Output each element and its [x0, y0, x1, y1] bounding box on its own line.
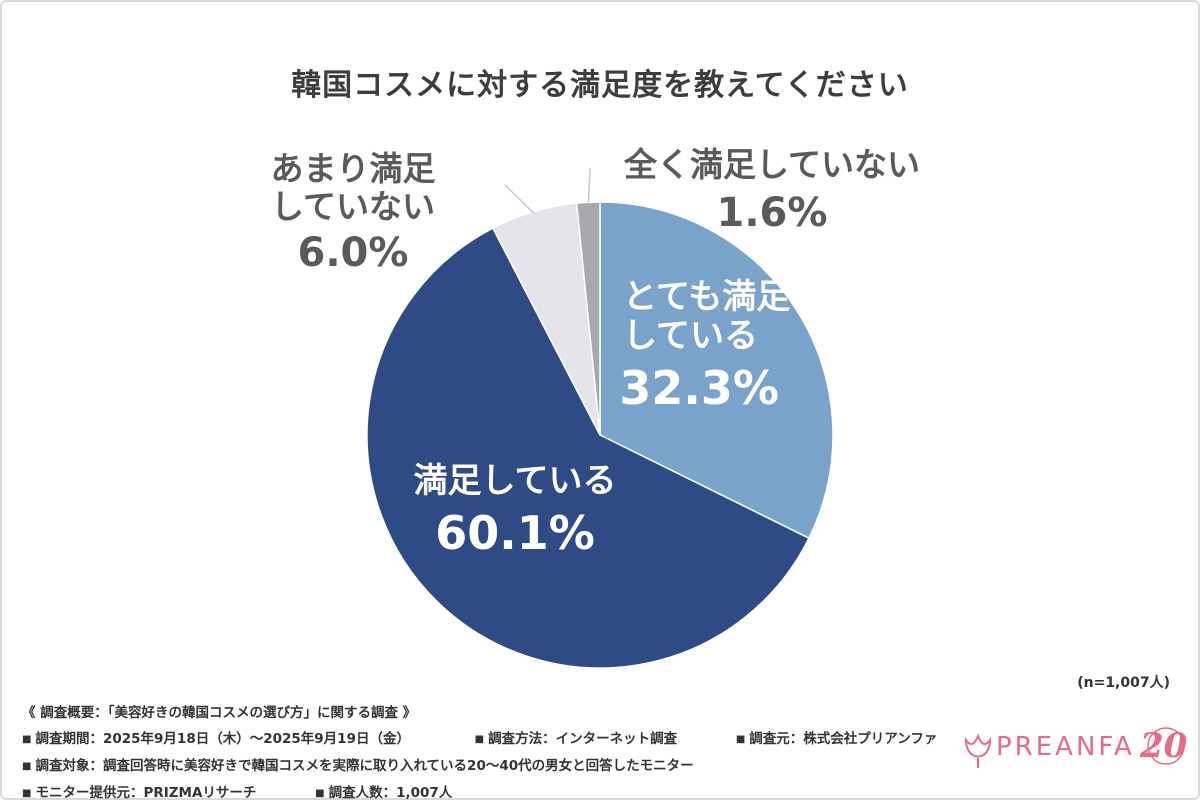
- label-not-very-satisfied: あまり満足 していない 6.0%: [218, 150, 488, 276]
- survey-row: ■ 調査期間：2025年9月18日（木）～2025年9月19日（金） ■ 調査方法：…: [22, 726, 972, 753]
- label-text-line: している: [623, 316, 758, 357]
- label-value: 1.6%: [716, 189, 828, 236]
- label-text-line: 満足している: [413, 461, 617, 501]
- survey-overview: 《 調査概要：「美容好きの韓国コスメの選び方」に関する調査 》 ■ 調査期間：20…: [22, 700, 972, 807]
- bullet-icon: ■: [315, 788, 325, 799]
- bullet-icon: ■: [22, 761, 32, 772]
- label-satisfied: 満足している 60.1%: [370, 461, 660, 561]
- label-text-line: 全く満足していない: [623, 145, 920, 184]
- anniversary-badge: 20: [1140, 726, 1188, 766]
- sample-size-note: (n=1,007人): [1077, 675, 1170, 691]
- leader-line-not-satisfied-at-all: [587, 167, 591, 205]
- bullet-icon: ■: [735, 734, 746, 745]
- tulip-logo-icon: [964, 727, 1185, 768]
- label-text-line: していない: [270, 186, 435, 226]
- survey-row: ■ モニター提供元：PRIZMAリサーチ ■ 調査人数：1,007人: [22, 780, 972, 807]
- bullet-icon: ■: [22, 788, 32, 799]
- survey-provider: モニター提供元：PRIZMAリサーチ: [35, 785, 257, 801]
- label-not-satisfied-at-all: 全く満足していない 1.6%: [612, 146, 932, 236]
- survey-row: ■ 調査対象：調査回答時に美容好きで韓国コスメを実際に取り入れている20～40代の…: [22, 753, 972, 780]
- survey-source: 調査元：株式会社プリアンファ: [749, 731, 938, 747]
- label-value: 32.3%: [619, 361, 779, 416]
- leader-line-not-very-satisfied: [504, 184, 535, 215]
- survey-period: 調査期間：2025年9月18日（木）～2025年9月19日（金）: [35, 731, 410, 747]
- label-value: 60.1%: [435, 506, 595, 561]
- label-text-line: とても満足: [623, 277, 791, 317]
- survey-count: 調査人数：1,007人: [328, 785, 453, 801]
- label-very-satisfied: とても満足 している 32.3%: [605, 277, 815, 416]
- survey-method: 調査方法：インターネット調査: [488, 731, 678, 747]
- pie-slice-satisfied: [366, 227, 810, 669]
- survey-heading: 《 調査概要：「美容好きの韓国コスメの選び方」に関する調査 》: [22, 705, 417, 721]
- label-text-line: あまり満足: [270, 149, 436, 188]
- pie-slice-very-satisfied: [599, 201, 834, 540]
- chart-title: 韓国コスメに対する満足度を教えてください: [291, 68, 909, 103]
- bullet-icon: ■: [474, 734, 485, 745]
- logo-text: PREANFA: [996, 732, 1135, 762]
- label-value: 6.0%: [297, 229, 409, 276]
- bullet-icon: ■: [22, 734, 32, 745]
- preanfa-logo: PREANFA 20: [960, 722, 1188, 784]
- survey-target: 調査対象：調査回答時に美容好きで韓国コスメを実際に取り入れている20～40代の男…: [35, 758, 694, 774]
